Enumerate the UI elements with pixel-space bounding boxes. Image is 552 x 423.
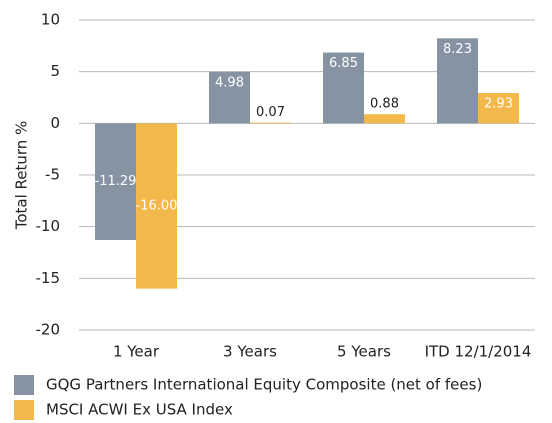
value-label: 4.98 [215, 75, 244, 90]
legend-swatch [14, 375, 34, 395]
y-tick-label: -15 [36, 269, 61, 287]
legend-swatch [14, 400, 34, 420]
bar [364, 114, 405, 124]
y-tick-label: 0 [50, 114, 60, 132]
bar [209, 71, 250, 124]
y-tick-label: 10 [41, 11, 60, 29]
y-tick-label: -5 [45, 166, 60, 184]
value-label: 0.07 [256, 105, 285, 120]
value-label: 0.88 [370, 97, 399, 112]
legend-label: MSCI ACWI Ex USA Index [46, 401, 233, 419]
bar [250, 122, 291, 124]
bar [95, 123, 136, 240]
bar [437, 38, 478, 124]
value-label: -16.00 [136, 199, 178, 214]
x-tick-label: 1 Year [113, 343, 160, 361]
x-tick-label: ITD 12/1/2014 [425, 343, 532, 361]
bar [478, 93, 519, 124]
value-label: 2.93 [484, 97, 513, 112]
bar [136, 123, 177, 289]
y-tick-label: 5 [50, 62, 60, 80]
y-axis-title: Total Return % [13, 121, 31, 231]
value-label: 8.23 [443, 42, 472, 57]
value-label: -11.29 [95, 174, 137, 189]
x-tick-label: 3 Years [223, 343, 277, 361]
y-tick-label: -10 [36, 217, 61, 235]
bar [323, 52, 364, 124]
value-label: 6.85 [329, 56, 358, 71]
x-tick-label: 5 Years [337, 343, 391, 361]
y-tick-label: -20 [36, 321, 61, 339]
legend-label: GQG Partners International Equity Compos… [46, 376, 482, 394]
